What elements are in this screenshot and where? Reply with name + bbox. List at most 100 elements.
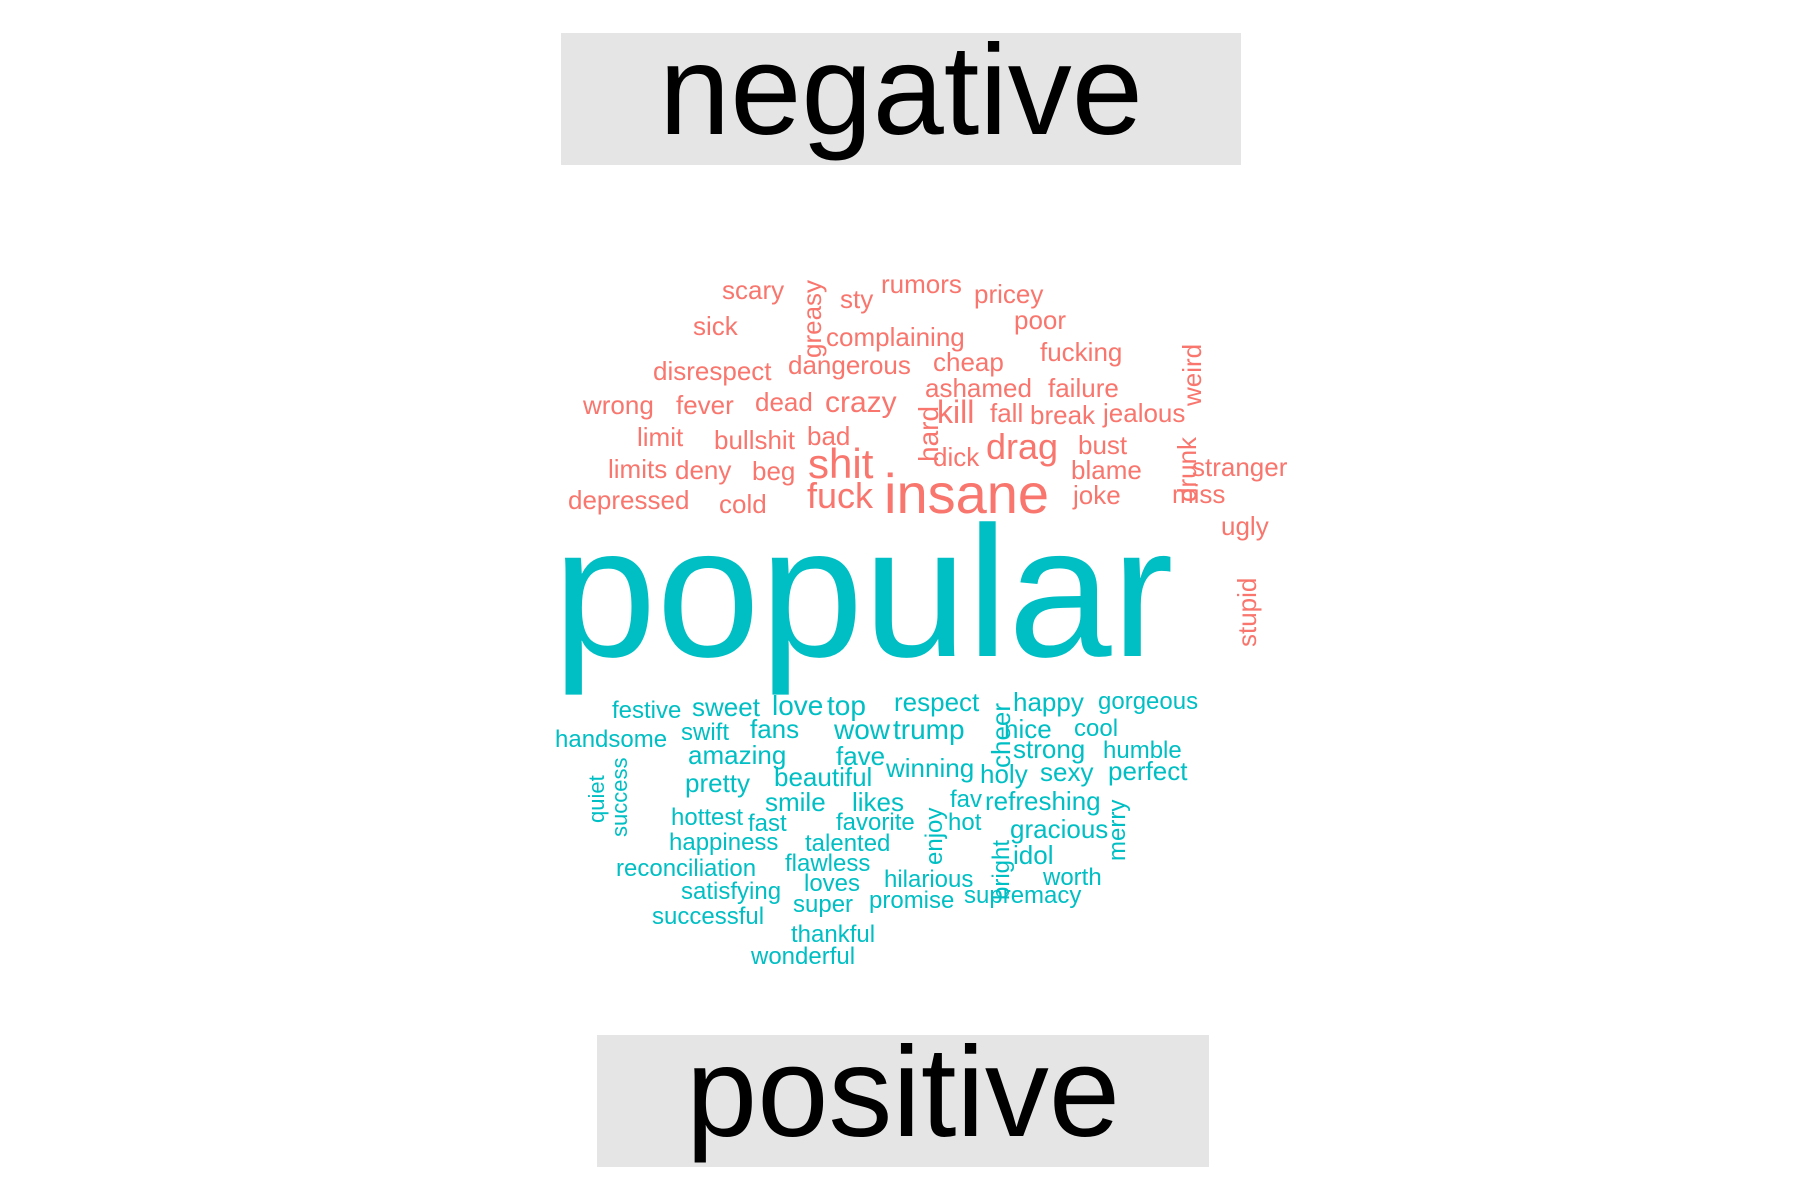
negative-word: joke <box>1073 480 1121 510</box>
positive-word: happiness <box>669 829 779 856</box>
negative-word: miss <box>1172 479 1226 509</box>
positive-word: nice <box>1004 714 1052 744</box>
positive-word: idol <box>1013 840 1054 870</box>
positive-word: trump <box>893 714 965 745</box>
positive-word: perfect <box>1108 756 1188 786</box>
positive-word: holy <box>980 759 1028 789</box>
negative-word: scary <box>722 275 785 305</box>
positive-word: handsome <box>555 726 668 753</box>
positive-word: refreshing <box>985 786 1101 816</box>
positive-word: super <box>793 891 854 918</box>
positive-word: quiet <box>584 775 609 823</box>
positive-word: sexy <box>1040 757 1094 787</box>
negative-word: wrong <box>583 390 654 420</box>
negative-word: limit <box>637 422 684 452</box>
negative-word: cold <box>719 489 767 519</box>
positive-word: respect <box>894 687 980 717</box>
positive-word: hilarious <box>884 866 974 893</box>
negative-word: insane <box>884 462 1050 525</box>
positive-word: reconciliation <box>616 855 757 882</box>
negative-word: greasy <box>797 279 827 358</box>
positive-word: gracious <box>1010 814 1109 844</box>
positive-word: humble <box>1103 737 1182 764</box>
positive-word: wonderful <box>751 943 856 970</box>
negative-word: ugly <box>1221 511 1269 541</box>
positive-word: thankful <box>791 921 876 948</box>
negative-word: crazy <box>825 386 897 419</box>
negative-word: cheap <box>933 347 1004 377</box>
featured-word: popular <box>553 489 1174 696</box>
negative-word: pricey <box>974 279 1044 309</box>
positive-word: happy <box>1013 687 1084 717</box>
negative-word: sick <box>693 311 738 341</box>
negative-word: fuck <box>807 475 874 516</box>
negative-word: drag <box>986 426 1059 467</box>
negative-word: fever <box>676 390 734 420</box>
positive-word: smile <box>765 787 826 817</box>
positive-word: festive <box>612 697 682 724</box>
positive-word: beautiful <box>774 762 873 792</box>
positive-word: flawless <box>785 850 871 877</box>
negative-word: shit <box>808 440 874 487</box>
positive-word: fave <box>836 741 886 771</box>
positive-facet-label: positive <box>597 1035 1209 1167</box>
negative-word: complaining <box>826 322 965 352</box>
negative-word: weird <box>1177 343 1207 406</box>
negative-word: bad <box>807 421 851 451</box>
positive-label-text: positive <box>686 1035 1120 1164</box>
positive-word: love <box>772 690 824 721</box>
negative-word: stranger <box>1192 452 1288 482</box>
positive-word: top <box>827 690 866 721</box>
positive-word: satisfying <box>681 878 782 905</box>
positive-word: strong <box>1013 734 1086 764</box>
positive-word: merry <box>1104 799 1131 861</box>
negative-word: jealous <box>1103 398 1186 428</box>
negative-word: depressed <box>568 485 690 515</box>
positive-word: hottest <box>671 804 744 831</box>
positive-word: success <box>607 757 632 837</box>
negative-word: ashamed <box>925 373 1032 403</box>
positive-word: amazing <box>688 740 787 770</box>
negative-word: rumors <box>881 269 962 299</box>
positive-word: wow <box>834 714 891 745</box>
negative-facet-label: negative <box>561 33 1241 165</box>
negative-word: kill <box>937 394 975 430</box>
positive-word: sweet <box>692 692 760 722</box>
negative-word: fall <box>990 398 1024 428</box>
negative-word: bullshit <box>714 425 795 455</box>
negative-word: beg <box>752 456 796 486</box>
negative-word: blame <box>1071 455 1142 485</box>
positive-word: fast <box>748 810 787 837</box>
positive-word: promise <box>869 887 955 914</box>
negative-word: dead <box>755 387 813 417</box>
positive-word: worth <box>1043 864 1102 891</box>
negative-word: disrespect <box>653 356 772 386</box>
positive-word: fans <box>750 714 800 744</box>
negative-word: stupid <box>1232 577 1262 647</box>
negative-label-text: negative <box>659 33 1143 162</box>
negative-word: bust <box>1078 430 1128 460</box>
positive-word: swift <box>681 719 729 746</box>
negative-word: dick <box>933 442 980 472</box>
positive-word: successful <box>652 903 765 930</box>
positive-word: loves <box>804 870 861 897</box>
negative-word: deny <box>675 455 732 485</box>
positive-word: talented <box>805 830 891 857</box>
negative-word: sty <box>840 284 874 314</box>
positive-word: enjoy <box>921 807 948 865</box>
positive-word: likes <box>852 787 905 817</box>
positive-word: favorite <box>836 809 915 836</box>
negative-word: break <box>1030 400 1096 430</box>
negative-word: dangerous <box>788 350 911 380</box>
positive-word: cool <box>1074 715 1119 742</box>
negative-word: limits <box>608 454 668 484</box>
negative-word: poor <box>1014 305 1067 335</box>
positive-word: pretty <box>685 768 751 798</box>
positive-word: gorgeous <box>1098 688 1199 715</box>
positive-word: hot <box>948 809 982 836</box>
negative-word: failure <box>1048 373 1119 403</box>
positive-word: supremacy <box>964 882 1082 909</box>
positive-word: winning <box>886 753 975 783</box>
positive-word: fav <box>950 786 983 813</box>
